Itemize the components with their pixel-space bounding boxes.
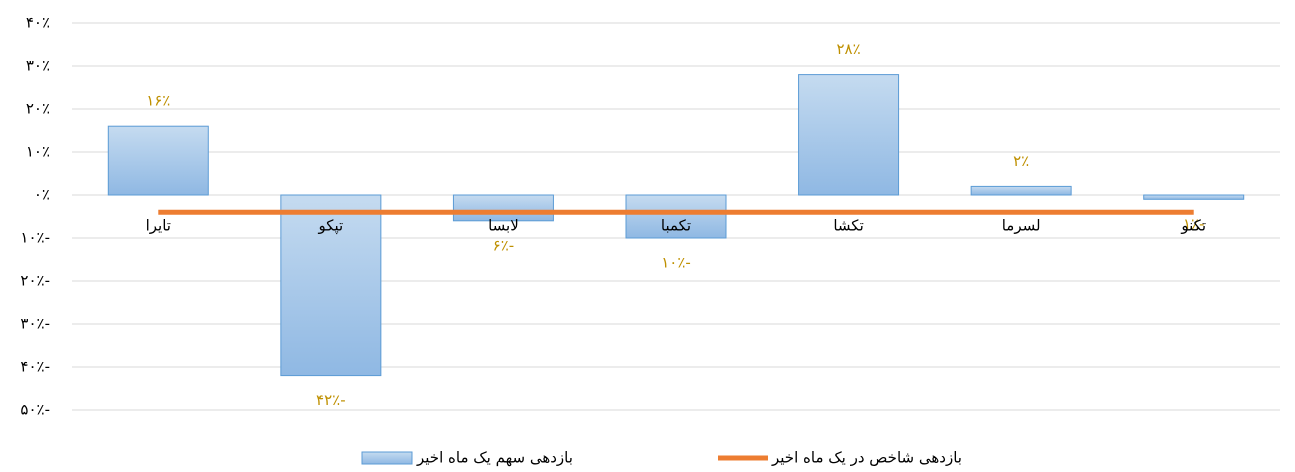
x-tick-label: تایرا — [146, 217, 171, 235]
legend-label: بازدهی سهم یک ماه اخیر — [416, 449, 573, 467]
data-label: ۲٪ — [1013, 152, 1029, 170]
bar — [625, 194, 727, 239]
y-tick-label: ۳۰٪- — [20, 315, 50, 333]
x-tick-label: لابسا — [488, 217, 519, 235]
bar — [798, 74, 900, 196]
x-tick-label: لسرما — [1002, 217, 1041, 235]
x-tick-label: تپکو — [317, 217, 343, 236]
legend-swatch — [361, 451, 413, 465]
x-tick-label: تکشا — [833, 217, 863, 235]
data-label: ۶٪- — [493, 236, 515, 254]
bar — [970, 185, 1072, 196]
data-label: ۱۶٪ — [146, 92, 170, 110]
y-tick-label: ۳۰٪ — [26, 57, 50, 75]
data-label: ۱٪- — [1183, 215, 1205, 233]
bar — [107, 125, 209, 196]
data-label: ۲۸٪ — [836, 40, 860, 58]
y-tick-label: ۲۰٪ — [26, 100, 50, 118]
y-tick-label: ۰٪ — [34, 186, 50, 204]
y-tick-label: ۲۰٪- — [20, 272, 50, 290]
legend-label: بازدهی شاخص در یک ماه اخیر — [771, 449, 962, 467]
x-tick-label: تکنو — [1180, 217, 1206, 235]
data-label: ۴۲٪- — [316, 391, 346, 409]
bar — [1143, 194, 1245, 200]
y-tick-label: ۱۰٪ — [26, 143, 50, 161]
y-tick-label: ۴۰٪ — [26, 14, 50, 32]
y-tick-label: ۱۰٪- — [20, 229, 50, 247]
data-label: ۱۰٪- — [661, 254, 691, 272]
bar — [280, 194, 382, 377]
y-tick-label: ۵۰٪- — [20, 401, 50, 419]
x-tick-label: تکمبا — [661, 217, 691, 235]
bar — [452, 194, 554, 222]
y-tick-label: ۴۰٪- — [20, 358, 50, 376]
